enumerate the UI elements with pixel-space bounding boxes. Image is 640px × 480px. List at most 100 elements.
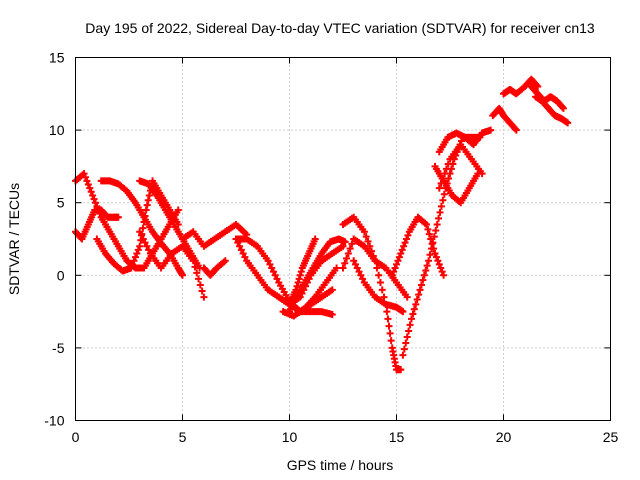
x-tick-label: 5 [179, 429, 187, 445]
data-point [191, 263, 199, 271]
data-point [435, 184, 443, 192]
data-point [533, 81, 541, 89]
y-tick-label: 0 [57, 267, 65, 283]
series-sat-g [179, 220, 251, 250]
data-point [137, 231, 145, 239]
data-point [294, 279, 302, 287]
data-point [129, 260, 137, 268]
data-point [221, 257, 229, 265]
data-point [296, 293, 304, 301]
data-point [271, 271, 279, 279]
series-sat-f [136, 228, 208, 301]
y-tick-label: 5 [57, 195, 65, 211]
series-sat-t [431, 162, 482, 207]
data-point [398, 246, 406, 254]
series-sat-i [232, 235, 336, 319]
data-point [434, 257, 442, 265]
data-point [84, 181, 92, 189]
data-point [406, 321, 414, 329]
data-point [360, 228, 368, 236]
data-point [241, 253, 249, 261]
data-point [87, 188, 95, 196]
data-point [391, 264, 399, 272]
data-point [430, 233, 438, 241]
series-sat-b [72, 206, 122, 243]
data-point [432, 227, 440, 235]
data-point [387, 337, 395, 345]
data-point [397, 366, 405, 374]
data-point [193, 269, 201, 277]
data-point [341, 238, 349, 246]
data-point [81, 173, 89, 181]
data-point [333, 264, 341, 272]
data-point [534, 83, 542, 91]
data-point [433, 220, 441, 228]
data-point [395, 253, 403, 261]
data-point [425, 257, 433, 265]
data-point [127, 264, 135, 272]
series-sat-v [435, 141, 486, 192]
data-point [364, 237, 372, 245]
data-point [359, 275, 367, 283]
data-point [293, 282, 301, 290]
data-point [511, 125, 519, 133]
x-tick-label: 15 [389, 429, 405, 445]
data-point [425, 230, 433, 238]
data-point [355, 268, 363, 276]
data-point [437, 264, 445, 272]
data-point [140, 218, 148, 226]
data-point [405, 327, 413, 335]
data-point [444, 160, 452, 168]
data-point [239, 250, 247, 258]
data-point [422, 220, 430, 228]
series-sat-m [286, 235, 319, 308]
plot-frame [75, 57, 611, 421]
data-point [237, 246, 245, 254]
series-sat-n [279, 264, 341, 320]
data-point [487, 126, 495, 134]
data-point [141, 212, 149, 220]
tick-label-layer: 0 5 10 15 20 25 -10 -5 0 5 10 15 [44, 50, 618, 446]
data-point [236, 242, 244, 250]
data-point [378, 286, 386, 294]
data-point [296, 271, 304, 279]
data-point [383, 308, 391, 316]
data-point [90, 195, 98, 203]
data-point [478, 170, 486, 178]
data-point [416, 286, 424, 294]
data-point [380, 293, 388, 301]
data-point [89, 191, 97, 199]
y-tick-label: -5 [52, 340, 65, 356]
data-point [409, 310, 417, 318]
data-point [401, 239, 409, 247]
data-point [130, 257, 138, 265]
data-point [269, 268, 277, 276]
data-point [429, 239, 437, 247]
data-point [403, 293, 411, 301]
data-point [266, 260, 274, 268]
data-point [195, 275, 203, 283]
data-point [404, 231, 412, 239]
data-point [440, 271, 448, 279]
points-layer [72, 75, 572, 374]
data-point [339, 242, 347, 250]
series-sat-u [435, 126, 495, 156]
data-point [300, 286, 308, 294]
data-point [412, 300, 420, 308]
data-point [413, 296, 421, 303]
data-point [437, 179, 445, 187]
data-point [422, 266, 430, 274]
data-point [440, 190, 448, 198]
data-point [439, 196, 447, 204]
data-point [297, 268, 305, 276]
data-point [264, 257, 272, 265]
data-point [143, 201, 151, 209]
data-point [438, 268, 446, 276]
x-tick-label: 0 [72, 429, 80, 445]
series-sat-o [339, 213, 405, 374]
data-point [339, 264, 347, 272]
data-point [403, 333, 411, 341]
data-point [402, 235, 410, 243]
data-point [432, 253, 440, 261]
data-point [348, 240, 356, 248]
